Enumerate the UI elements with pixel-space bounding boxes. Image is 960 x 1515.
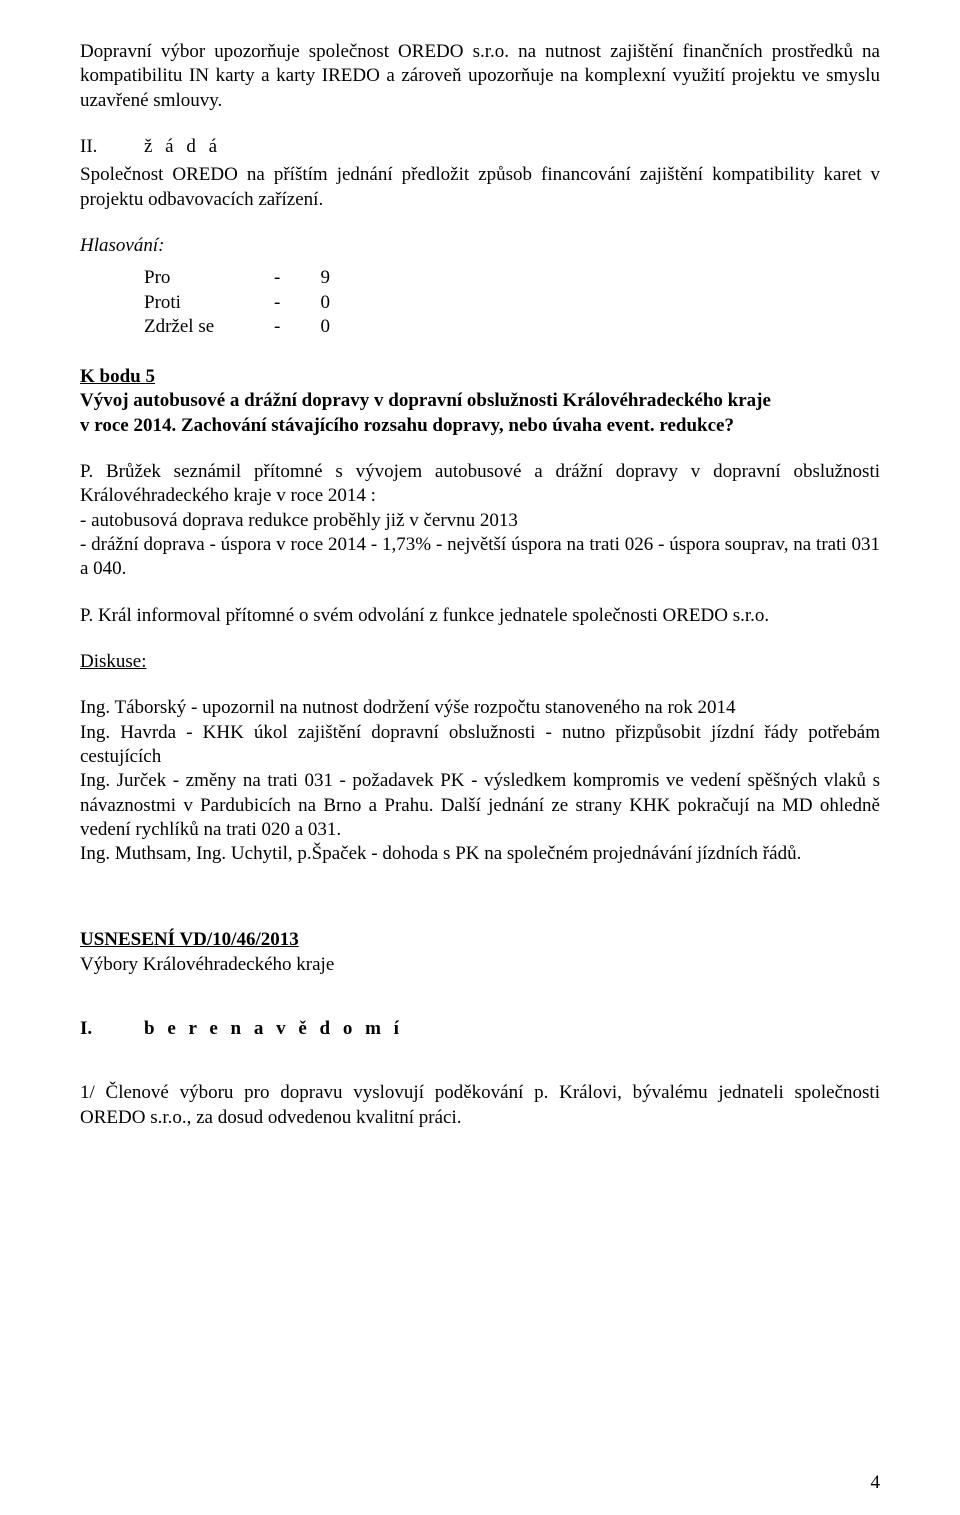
- vote-row-label: Pro: [144, 266, 274, 290]
- section-i-num: I.: [80, 1017, 144, 1041]
- bruzek-paragraph: P. Brůžek seznámil přítomné s vývojem au…: [80, 460, 880, 582]
- section-ii-verb: ž á d á: [144, 135, 880, 159]
- section-ii-block: II. ž á d á: [80, 135, 880, 159]
- diskuse-body: Ing. Táborský - upozornil na nutnost dod…: [80, 696, 880, 866]
- vote-row-val: 0: [300, 315, 330, 339]
- vote-row-dash: -: [274, 266, 300, 290]
- section-ii-num: II.: [80, 135, 144, 159]
- kbodu5-line2: v roce 2014. Zachování stávajícího rozsa…: [80, 414, 880, 438]
- vote-row-dash: -: [274, 291, 300, 315]
- kral-paragraph: P. Král informoval přítomné o svém odvol…: [80, 604, 880, 628]
- vote-row-label: Proti: [144, 291, 274, 315]
- usneseni-sub: Výbory Královéhradeckého kraje: [80, 953, 880, 977]
- kbodu5-title: K bodu 5: [80, 365, 880, 389]
- diskuse-label: Diskuse:: [80, 650, 880, 674]
- vote-row-label: Zdržel se: [144, 315, 274, 339]
- page-number: 4: [871, 1471, 881, 1495]
- vote-heading: Hlasování:: [80, 234, 880, 258]
- vote-row-val: 0: [300, 291, 330, 315]
- section-i-verb: b e r e n a v ě d o m í: [144, 1017, 880, 1041]
- kbodu5-line1: Vývoj autobusové a drážní dopravy v dopr…: [80, 389, 880, 413]
- section-i-block: I. b e r e n a v ě d o m í: [80, 1017, 880, 1041]
- vote-row-val: 9: [300, 266, 330, 290]
- vote-block: Pro - 9 Proti - 0 Zdržel se - 0: [144, 266, 880, 339]
- usneseni-title: USNESENÍ VD/10/46/2013: [80, 928, 880, 952]
- intro-paragraph: Dopravní výbor upozorňuje společnost ORE…: [80, 40, 880, 113]
- last-paragraph: 1/ Členové výboru pro dopravu vyslovují …: [80, 1081, 880, 1130]
- vote-row-dash: -: [274, 315, 300, 339]
- section-ii-text: Společnost OREDO na příštím jednání před…: [80, 163, 880, 212]
